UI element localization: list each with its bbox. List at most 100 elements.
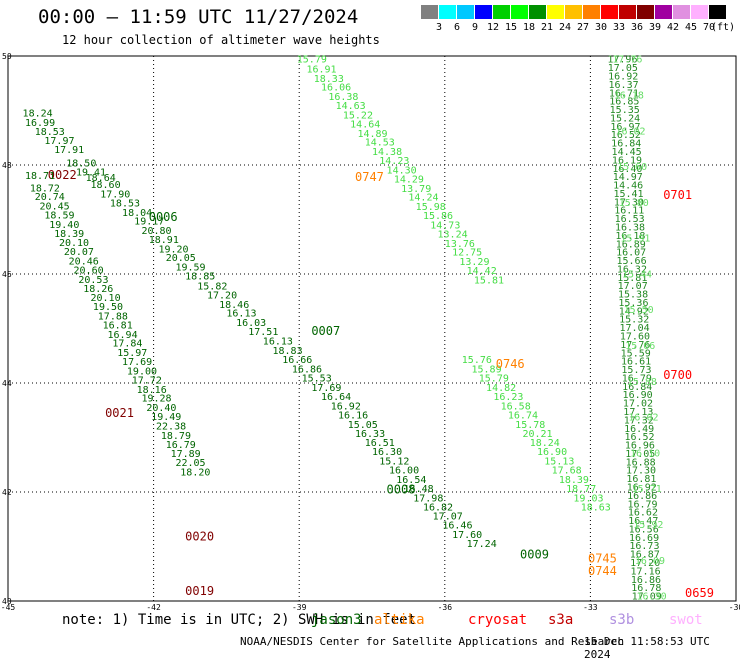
data-point-label: 18.24 bbox=[530, 438, 560, 449]
data-point-label: 20.74 bbox=[35, 192, 65, 203]
data-point-label: 16.06 bbox=[321, 83, 351, 94]
dense-track-label: 17.32 bbox=[624, 415, 654, 426]
data-point-label: 18.53 bbox=[110, 199, 140, 210]
dense-track-label: 16.85 bbox=[609, 97, 639, 108]
data-point-label: 17.60 bbox=[452, 530, 482, 541]
data-point-label: 18.85 bbox=[185, 272, 215, 283]
dense-track-label: 16.10 bbox=[630, 448, 660, 459]
data-point-label: 16.91 bbox=[306, 65, 336, 76]
data-point-label: 16.00 bbox=[389, 466, 419, 477]
dense-track-label: 15.38 bbox=[618, 290, 648, 301]
scale-label: 6 bbox=[453, 22, 461, 33]
data-point-label: 15.79 bbox=[297, 55, 327, 66]
dense-track-label: 17.02 bbox=[623, 399, 653, 410]
data-point-label: 16.33 bbox=[355, 429, 385, 440]
data-point-label: 16.46 bbox=[442, 521, 472, 532]
dense-track-label: 14.45 bbox=[612, 147, 642, 158]
data-point-label: 14.64 bbox=[350, 120, 380, 131]
data-point-label: 17.89 bbox=[171, 449, 201, 460]
dense-track-label: 16.53 bbox=[615, 214, 645, 225]
scale-swatch bbox=[655, 5, 672, 19]
x-tick-label: -39 bbox=[292, 603, 307, 612]
dense-track-label: 17.07 bbox=[618, 281, 648, 292]
track-id-label: 0022 bbox=[48, 168, 77, 182]
data-point-label: 15.13 bbox=[544, 456, 574, 467]
scale-label: 27 bbox=[576, 22, 590, 33]
data-point-label: 14.53 bbox=[365, 138, 395, 149]
x-tick-label: -30 bbox=[729, 603, 740, 612]
dense-track-label: 16.40 bbox=[612, 164, 642, 175]
data-point-label: 16.51 bbox=[365, 438, 395, 449]
data-point-label: 18.39 bbox=[54, 229, 84, 240]
track-id-label: 0020 bbox=[185, 530, 214, 544]
data-point-label: 14.29 bbox=[394, 175, 424, 186]
data-point-label: 18.71 bbox=[25, 171, 55, 182]
data-point-label: 16.66 bbox=[282, 355, 312, 366]
data-point-label: 15.86 bbox=[423, 211, 453, 222]
y-tick-label: 50 bbox=[2, 52, 12, 61]
dense-track-label: 16.52 bbox=[624, 432, 654, 443]
track-id-label: 0019 bbox=[185, 584, 214, 598]
scale-label: 70 bbox=[702, 22, 716, 33]
satellite-legend-swot: swot bbox=[669, 612, 703, 628]
dense-track-label: 17.30 bbox=[626, 466, 656, 477]
dense-track-label: 15.50 bbox=[624, 305, 654, 316]
track-id-label: 0745 bbox=[588, 551, 617, 565]
data-point-label: 19.40 bbox=[49, 220, 79, 231]
data-point-label: 18.26 bbox=[83, 284, 113, 295]
dense-track-label: 16.47 bbox=[628, 516, 658, 527]
data-point-label: 16.74 bbox=[508, 411, 538, 422]
data-point-label: 19.59 bbox=[175, 262, 205, 273]
data-point-label: 19.41 bbox=[76, 168, 106, 179]
track-id-label: 0700 bbox=[663, 368, 692, 382]
data-point-label: 20.80 bbox=[141, 226, 171, 237]
data-point-label: 15.76 bbox=[462, 355, 492, 366]
dense-track-label: 15.80 bbox=[619, 198, 649, 209]
data-point-label: 18.72 bbox=[30, 183, 60, 194]
scale-label: 15 bbox=[504, 22, 518, 33]
scale-swatch bbox=[493, 5, 510, 19]
dense-track-label: 17.76 bbox=[612, 55, 642, 66]
data-point-label: 17.72 bbox=[132, 376, 162, 387]
footer-credit: NOAA/NESDIS Center for Satellite Applica… bbox=[240, 635, 625, 648]
data-point-label: 16.99 bbox=[25, 118, 55, 129]
dense-track-label: 16.71 bbox=[609, 88, 639, 99]
data-point-label: 20.10 bbox=[91, 293, 121, 304]
data-point-label: 17.84 bbox=[112, 339, 142, 350]
track-id-label: 0744 bbox=[588, 564, 617, 578]
data-point-label: 20.21 bbox=[522, 429, 552, 440]
satellite-legend-altika: altika bbox=[374, 612, 425, 628]
data-point-label: 18.20 bbox=[180, 467, 210, 478]
satellite-legend-jason3: jason3 bbox=[311, 612, 362, 628]
dense-track-label: 16.62 bbox=[628, 508, 658, 519]
dense-track-label: 15.92 bbox=[633, 520, 663, 531]
dense-track-label: 16.79 bbox=[627, 499, 657, 510]
data-point-label: 18.83 bbox=[273, 346, 303, 357]
dense-track-label: 14.92 bbox=[619, 306, 649, 317]
dense-track-label: 16.11 bbox=[614, 206, 644, 217]
scale-swatch bbox=[511, 5, 528, 19]
dense-track-label: 17.05 bbox=[625, 449, 655, 460]
dense-track-label: 16.96 bbox=[625, 441, 655, 452]
data-point-label: 15.82 bbox=[197, 281, 227, 292]
data-point-label: 16.79 bbox=[166, 440, 196, 451]
data-point-label: 14.30 bbox=[387, 165, 417, 176]
dense-track-label: 17.04 bbox=[620, 323, 650, 334]
scale-swatch bbox=[673, 5, 690, 19]
data-point-label: 15.89 bbox=[471, 364, 501, 375]
x-tick-label: -36 bbox=[438, 603, 453, 612]
data-point-label: 18.39 bbox=[559, 475, 589, 486]
scale-swatch bbox=[439, 5, 456, 19]
scale-swatch bbox=[583, 5, 600, 19]
dense-track-label: 16.49 bbox=[624, 424, 654, 435]
scale-label: 39 bbox=[648, 22, 662, 33]
scale-swatch bbox=[619, 5, 636, 19]
dense-track-label: 17.96 bbox=[607, 55, 637, 66]
x-tick-label: -42 bbox=[146, 603, 161, 612]
data-point-label: 14.38 bbox=[372, 147, 402, 158]
track-id-label: 0021 bbox=[105, 406, 134, 420]
data-point-label: 13.24 bbox=[438, 230, 468, 241]
satellite-legend-s3b: s3b bbox=[609, 612, 635, 628]
dense-track-label: 16.32 bbox=[617, 264, 647, 275]
data-point-label: 22.05 bbox=[175, 458, 205, 469]
